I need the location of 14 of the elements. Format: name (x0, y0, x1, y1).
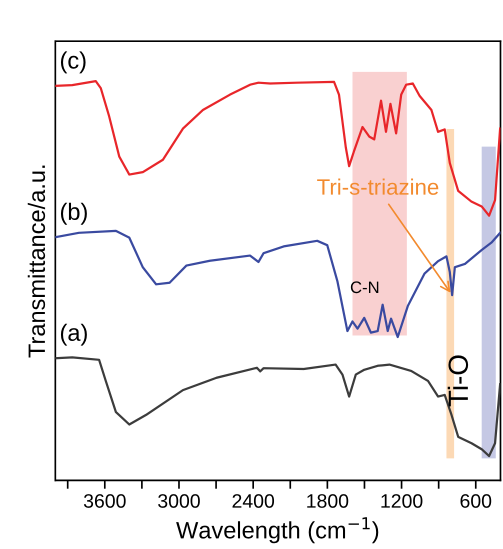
x-tick-label: 600 (460, 494, 492, 508)
annotation: Tri-s-triazine (317, 178, 438, 195)
band-label: C-N (350, 281, 378, 294)
series-label: (c) (60, 51, 86, 74)
y-axis-title: Transmittance/a.u. (28, 166, 46, 358)
x-tick-label: 1800 (307, 494, 348, 508)
x-tick-label: 3000 (158, 494, 200, 508)
x-axis-title: Wavelength (cm$^{−1}$) (176, 517, 378, 544)
x-tick-label: 1200 (381, 494, 422, 508)
band-label: Ti-O (448, 355, 468, 406)
x-tick-label: 3600 (84, 494, 126, 508)
series-label: (a) (60, 324, 87, 346)
series-label: (b) (60, 202, 87, 225)
x-tick-label: 2400 (232, 494, 274, 508)
